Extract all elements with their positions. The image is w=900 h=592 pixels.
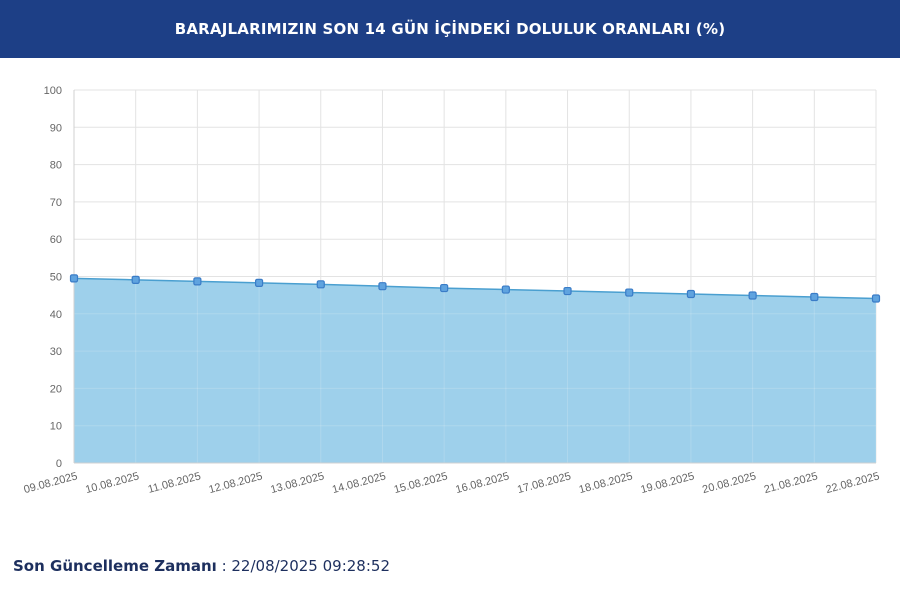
data-point[interactable] [131, 275, 140, 284]
data-point[interactable] [686, 289, 696, 299]
occupancy-area-chart: 0 10 20 30 40 50 60 70 80 90 100 09.08.2025 10.08.20… [22, 85, 881, 496]
data-point[interactable] [254, 278, 264, 287]
data-point[interactable] [193, 277, 202, 286]
last-update-separator: : [216, 557, 232, 575]
y-tick-label: 0 [56, 458, 62, 470]
data-point[interactable] [748, 291, 757, 300]
data-point[interactable] [625, 288, 634, 297]
y-tick-label: 10 [50, 421, 62, 433]
x-tick-label: 18.08.2025 [578, 470, 634, 496]
x-tick-label: 19.08.2025 [639, 470, 695, 496]
y-tick-label: 30 [50, 346, 62, 358]
data-point[interactable] [378, 282, 387, 291]
last-update-label: Son Güncelleme Zamanı [13, 557, 217, 575]
y-tick-label: 40 [50, 309, 62, 321]
x-tick-label: 17.08.2025 [516, 470, 572, 496]
data-point[interactable] [440, 283, 449, 293]
y-tick-label: 100 [44, 85, 62, 97]
page-header: BARAJLARIMIZIN SON 14 GÜN İÇİNDEKİ DOLUL… [0, 0, 900, 58]
data-point[interactable] [563, 286, 572, 296]
y-tick-label: 80 [50, 160, 62, 172]
y-tick-label: 60 [50, 234, 62, 246]
x-tick-label: 16.08.2025 [454, 470, 510, 496]
y-tick-label: 20 [50, 383, 62, 395]
data-point[interactable] [69, 274, 79, 283]
x-tick-label: 14.08.2025 [331, 470, 387, 496]
x-tick-label: 20.08.2025 [701, 470, 757, 496]
x-tick-label: 11.08.2025 [147, 470, 203, 496]
series-line [73, 277, 877, 300]
y-tick-label: 90 [50, 122, 62, 134]
x-tick-label: 13.08.2025 [269, 470, 325, 496]
x-tick-label: 10.08.2025 [84, 470, 140, 496]
last-update-timestamp: 22/08/2025 09:28:52 [231, 557, 390, 575]
x-tick-label: 09.08.2025 [22, 470, 78, 496]
series-area [74, 278, 876, 463]
data-point[interactable] [316, 280, 325, 289]
data-point[interactable] [501, 285, 510, 294]
x-tick-label: 21.08.2025 [763, 470, 819, 496]
x-tick-label: 22.08.2025 [824, 470, 880, 496]
x-tick-label: 12.08.2025 [208, 470, 264, 496]
data-point[interactable] [871, 294, 881, 303]
y-tick-label: 50 [50, 272, 62, 284]
last-update: Son Güncelleme Zamanı : 22/08/2025 09:28… [13, 557, 390, 575]
x-tick-label: 15.08.2025 [393, 470, 449, 496]
page-title: BARAJLARIMIZIN SON 14 GÜN İÇİNDEKİ DOLUL… [174, 20, 726, 38]
y-tick-label: 70 [50, 197, 62, 209]
data-point[interactable] [810, 292, 819, 302]
